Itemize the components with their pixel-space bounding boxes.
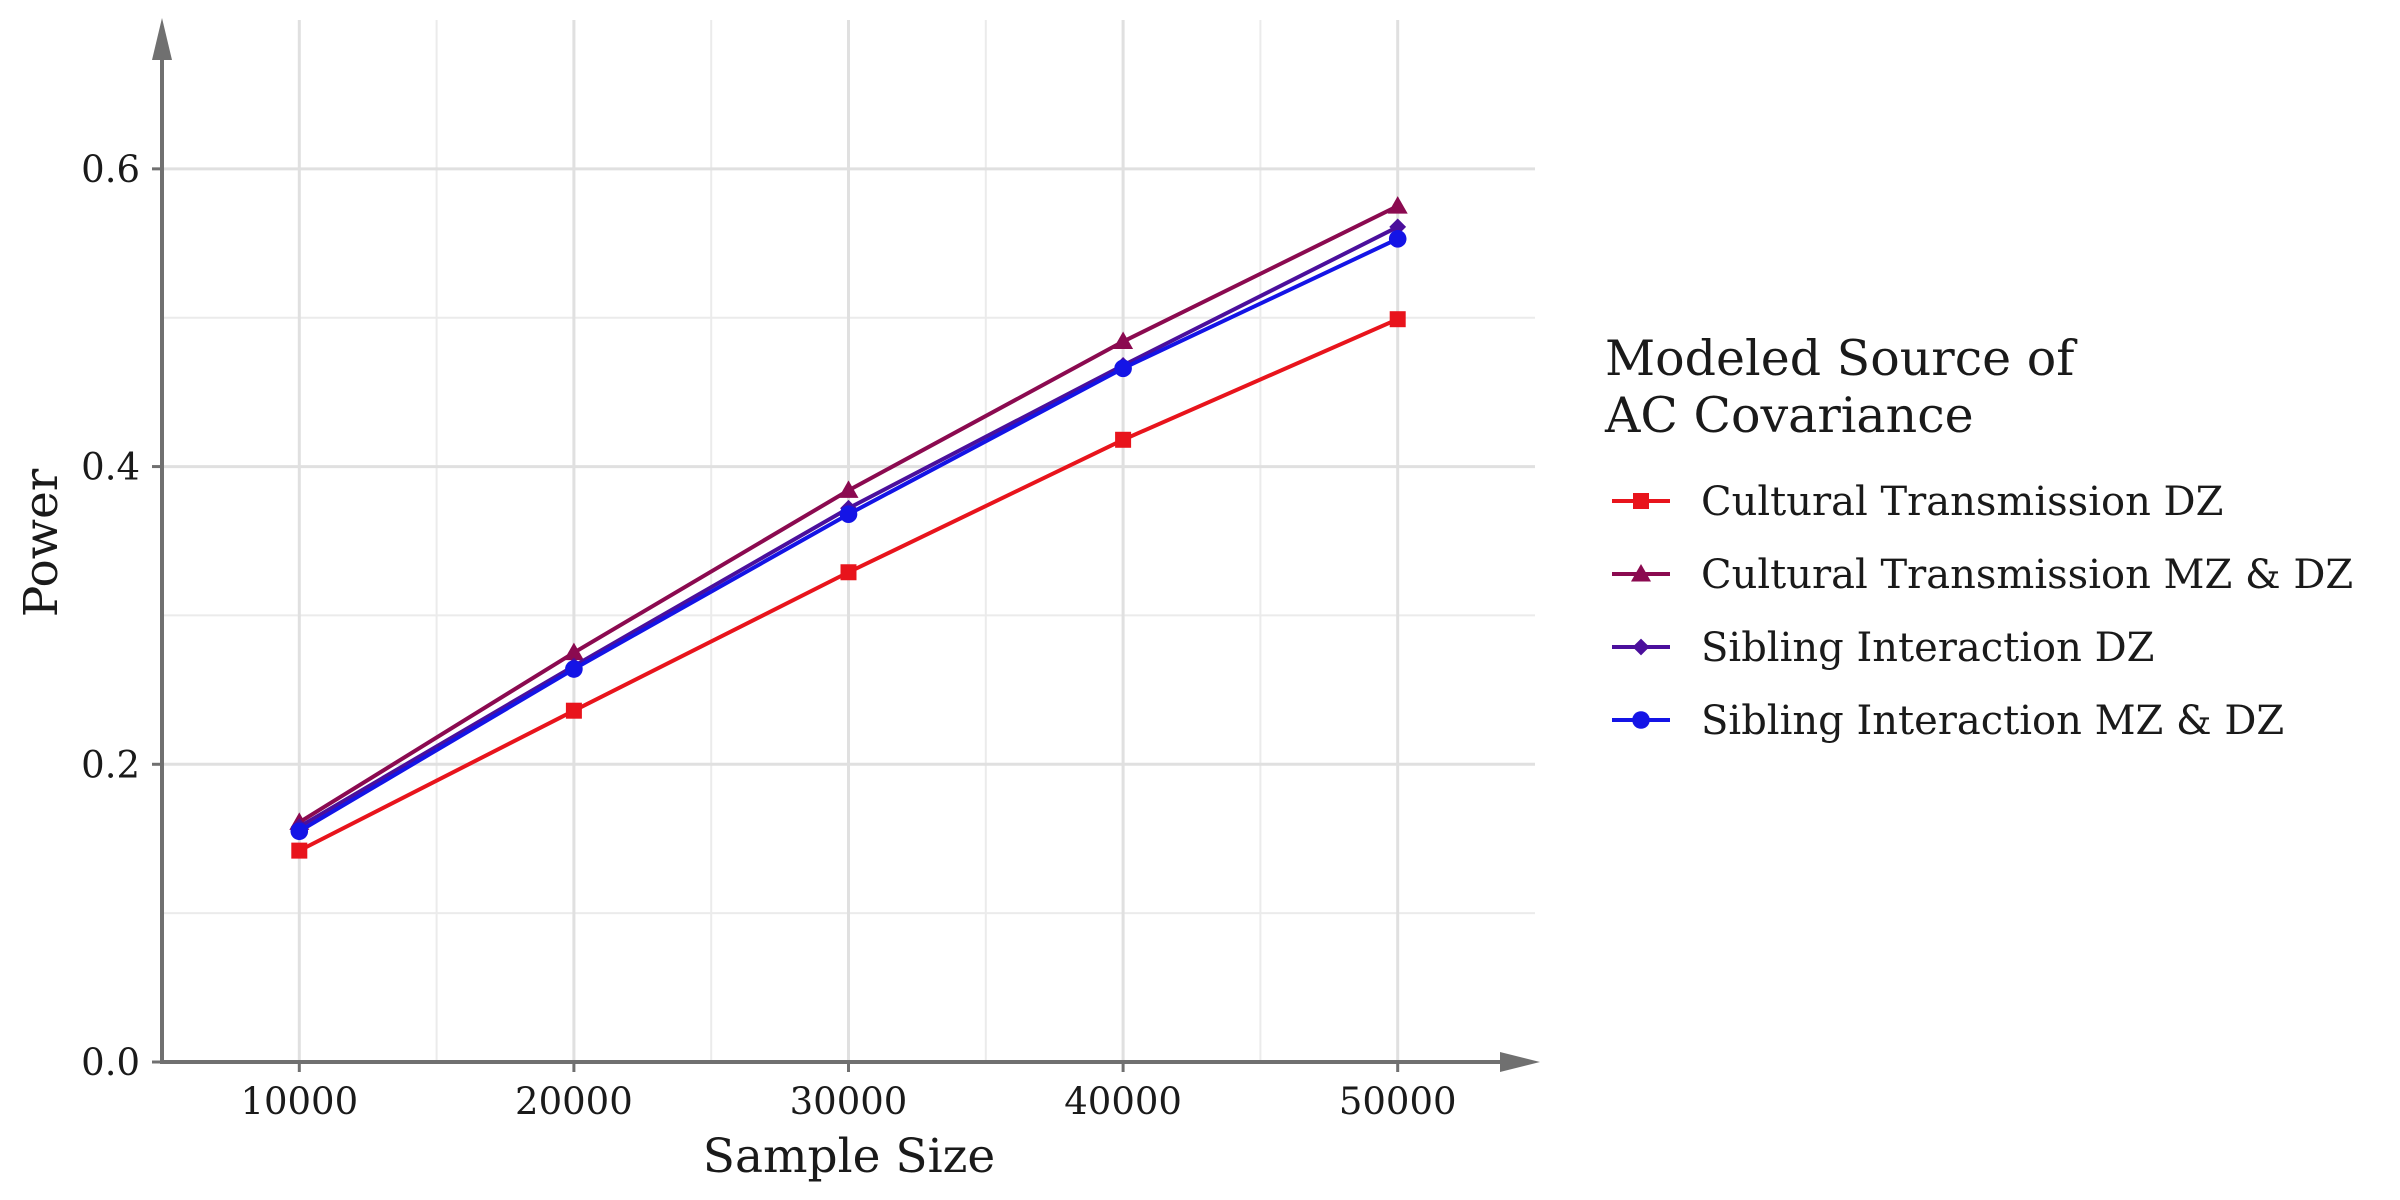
legend-label: Sibling Interaction MZ & DZ xyxy=(1701,698,2284,744)
data-point xyxy=(1387,196,1408,214)
y-axis-ticks: 0.0 0.2 0.4 0.6 xyxy=(81,148,162,1084)
x-axis-title: Sample Size xyxy=(703,1129,995,1184)
legend-key-marker xyxy=(1632,638,1650,656)
legend-title-line-1: Modeled Source of xyxy=(1605,330,2078,387)
data-point xyxy=(290,822,309,841)
data-point xyxy=(1389,311,1406,328)
series-4 xyxy=(290,230,1407,841)
series-1 xyxy=(291,311,1406,859)
x-tick-label: 20000 xyxy=(515,1080,633,1123)
data-point xyxy=(1114,359,1132,378)
y-tick-label: 0.0 xyxy=(81,1041,140,1084)
legend-key-marker xyxy=(1632,711,1650,729)
x-tick-label: 40000 xyxy=(1064,1080,1182,1123)
data-point xyxy=(1115,431,1132,448)
legend-key-marker xyxy=(1631,564,1651,582)
y-tick-label: 0.6 xyxy=(81,148,140,191)
data-point xyxy=(565,660,583,678)
y-axis-title: Power xyxy=(14,468,69,617)
series-group xyxy=(289,196,1408,859)
legend-label: Cultural Transmission MZ & DZ xyxy=(1701,552,2353,598)
axes xyxy=(152,18,1540,1072)
y-axis-arrow xyxy=(152,18,172,60)
legend-label: Sibling Interaction DZ xyxy=(1701,625,2154,671)
y-tick-label: 0.4 xyxy=(81,446,140,489)
legend-label: Cultural Transmission DZ xyxy=(1701,479,2223,525)
legend-items: Cultural Transmission DZ Cultural Transmi… xyxy=(1612,479,2353,744)
legend-item: Cultural Transmission MZ & DZ xyxy=(1612,552,2353,598)
legend-item: Cultural Transmission DZ xyxy=(1612,479,2223,525)
grid-lines xyxy=(162,20,1535,1062)
legend: Modeled Source of AC Covariance Cultural… xyxy=(1604,330,2353,744)
x-axis-ticks: 10000 20000 30000 40000 50000 xyxy=(240,1062,1457,1123)
data-point xyxy=(565,702,582,719)
x-tick-label: 10000 xyxy=(240,1080,358,1123)
x-tick-label: 50000 xyxy=(1339,1080,1457,1123)
y-tick-label: 0.2 xyxy=(81,743,140,786)
data-point xyxy=(1388,230,1407,248)
data-point xyxy=(1389,218,1407,236)
legend-key-marker xyxy=(1633,493,1649,509)
data-point xyxy=(563,642,584,661)
data-point xyxy=(839,505,858,524)
x-axis-arrow xyxy=(1500,1052,1540,1072)
data-point xyxy=(838,480,859,498)
data-point xyxy=(291,842,308,859)
legend-item: Sibling Interaction MZ & DZ xyxy=(1612,698,2284,744)
x-tick-label: 30000 xyxy=(790,1080,908,1123)
legend-title-line-2: AC Covariance xyxy=(1604,387,1974,444)
legend-item: Sibling Interaction DZ xyxy=(1612,625,2154,671)
data-point xyxy=(840,564,857,581)
data-point xyxy=(1113,331,1134,350)
